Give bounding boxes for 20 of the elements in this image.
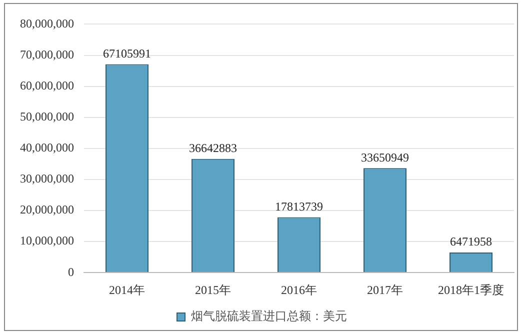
x-tick-label: 2016年 — [281, 282, 317, 297]
x-tick-label: 2017年 — [367, 282, 403, 297]
y-tick-label: 0 — [68, 264, 74, 279]
y-tick-label: 80,000,000 — [20, 16, 74, 30]
y-tick-label: 30,000,000 — [20, 172, 74, 186]
y-tick-label: 10,000,000 — [20, 234, 74, 248]
x-tick-label: 2015年 — [195, 282, 231, 297]
y-tick-label: 60,000,000 — [20, 78, 74, 92]
x-tick-label: 2014年 — [109, 282, 145, 297]
y-tick-label: 70,000,000 — [20, 47, 74, 62]
data-label: 33650949 — [361, 150, 409, 164]
data-label: 36642883 — [189, 140, 237, 155]
y-tick-label: 20,000,000 — [20, 202, 74, 217]
y-tick-label: 40,000,000 — [20, 140, 74, 155]
data-label: 17813739 — [275, 199, 323, 214]
data-label: 6471958 — [450, 234, 492, 249]
x-tick-label: 2018年1季度 — [438, 282, 504, 297]
data-label: 67105991 — [103, 46, 151, 60]
legend-label: 烟气脱硫装置进口总额：美元 — [191, 309, 347, 324]
y-tick-label: 50,000,000 — [20, 110, 74, 124]
